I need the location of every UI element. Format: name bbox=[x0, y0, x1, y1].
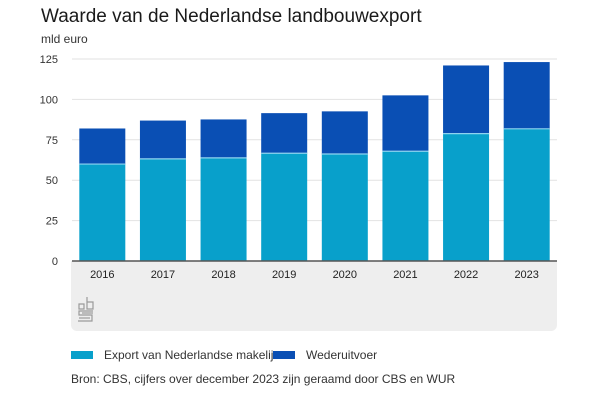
cbs-logo-icon bbox=[78, 297, 94, 322]
x-tick-label-2019: 2019 bbox=[272, 269, 296, 281]
x-tick-label-2021: 2021 bbox=[393, 269, 417, 281]
bar-2017-wederuitvoer bbox=[139, 120, 186, 159]
bar-2020-export bbox=[321, 154, 368, 261]
legend-item-export: Export van Nederlandse makelij bbox=[71, 348, 273, 362]
legend-label-wederuitvoer: Wederuitvoer bbox=[306, 348, 378, 362]
bar-2016-wederuitvoer bbox=[79, 128, 126, 165]
y-tick-label-25: 25 bbox=[46, 216, 58, 228]
legend-item-wederuitvoer: Wederuitvoer bbox=[273, 348, 377, 362]
x-axis-panel bbox=[71, 261, 557, 331]
bar-2018-export bbox=[200, 157, 247, 261]
y-tick-label-75: 75 bbox=[46, 135, 58, 147]
x-tick-label-2020: 2020 bbox=[333, 269, 357, 281]
bar-2022-export bbox=[443, 133, 490, 261]
bar-2017-export bbox=[139, 158, 186, 261]
legend-label-export: Export van Nederlandse makelij bbox=[104, 348, 274, 362]
bar-2021-wederuitvoer bbox=[382, 95, 429, 152]
y-tick-label-0: 0 bbox=[52, 256, 58, 268]
legend-swatch-export bbox=[71, 351, 93, 359]
bar-2019-export bbox=[261, 153, 308, 261]
bar-2020-wederuitvoer bbox=[321, 111, 368, 155]
bar-2018-wederuitvoer bbox=[200, 119, 247, 158]
bar-2023-export bbox=[503, 128, 550, 261]
x-tick-label-2018: 2018 bbox=[211, 269, 235, 281]
y-tick-label-50: 50 bbox=[46, 175, 58, 187]
legend-swatch-wederuitvoer bbox=[273, 351, 295, 359]
y-axis-unit-label: mld euro bbox=[41, 32, 88, 46]
bar-2019-wederuitvoer bbox=[261, 113, 308, 154]
bar-2023-wederuitvoer bbox=[503, 62, 550, 129]
bar-2021-export bbox=[382, 151, 429, 261]
chart-title: Waarde van de Nederlandse landbouwexport bbox=[41, 6, 422, 27]
x-tick-label-2023: 2023 bbox=[514, 269, 538, 281]
source-note: Bron: CBS, cijfers over december 2023 zi… bbox=[71, 372, 456, 386]
bar-2016-export bbox=[79, 164, 126, 261]
bar-2022-wederuitvoer bbox=[443, 65, 490, 134]
x-tick-label-2017: 2017 bbox=[151, 269, 175, 281]
x-axis-ticks: 2016 2017 2018 2019 2020 2021 2022 2023 bbox=[90, 269, 539, 281]
x-tick-label-2016: 2016 bbox=[90, 269, 114, 281]
y-tick-label-125: 125 bbox=[40, 54, 58, 66]
y-axis-ticks: 0 25 50 75 100 125 bbox=[40, 54, 58, 268]
y-tick-label-100: 100 bbox=[40, 94, 58, 106]
bars bbox=[79, 62, 550, 261]
x-tick-label-2022: 2022 bbox=[454, 269, 478, 281]
